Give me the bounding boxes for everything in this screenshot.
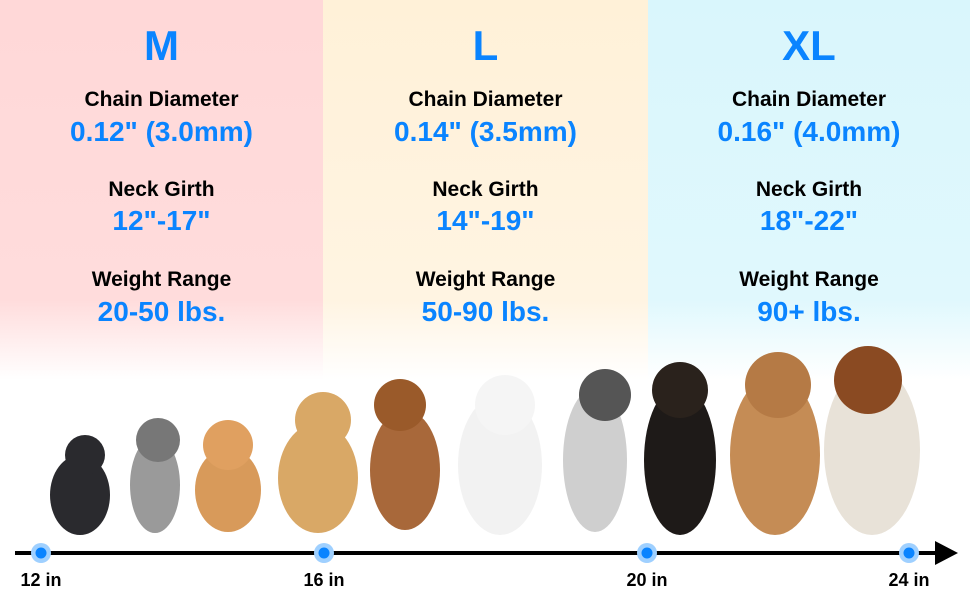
dog-rottweiler-icon [644,362,716,535]
axis-point-12 [31,543,51,563]
axis-tick-label: 12 in [20,570,62,590]
weight-value: 50-90 lbs. [421,296,550,327]
dog-cocker-spaniel-icon [278,392,358,533]
axis-arrow-icon [935,541,958,565]
axis-point-24 [899,543,919,563]
neck-label: Neck Girth [755,178,863,201]
axis-point-16 [314,543,334,563]
dog-french-bulldog-icon [50,435,110,535]
dog-husky-icon [563,369,631,532]
chain-value: 0.16" (4.0mm) [717,116,901,147]
chain-value: 0.14" (3.5mm) [394,116,577,147]
neck-label: Neck Girth [432,178,539,201]
weight-value: 20-50 lbs. [97,296,226,327]
chain-label: Chain Diameter [84,88,239,111]
chain-value: 0.12" (3.0mm) [70,116,253,147]
size-title: L [472,22,499,69]
dog-corgi-icon [195,420,261,532]
axis-tick-label: 16 in [303,570,345,590]
weight-label: Weight Range [91,268,232,291]
dog-beagle-icon [370,379,440,530]
axis-tick-label: 24 in [888,570,930,590]
dog-schnauzer-icon [130,418,180,533]
chain-label: Chain Diameter [408,88,563,111]
size-title: XL [782,22,836,69]
dog-lineup-image [50,346,920,535]
neck-value: 12"-17" [112,205,211,236]
axis-tick-label: 20 in [626,570,668,590]
neck-size-axis [15,541,958,565]
neck-value: 18"-22" [759,205,859,236]
dog-saint-bernard-icon [824,346,920,535]
weight-label: Weight Range [415,268,556,291]
weight-label: Weight Range [739,268,879,291]
dog-samoyed-icon [458,375,542,535]
axis-point-20 [637,543,657,563]
size-title: M [144,22,179,69]
neck-label: Neck Girth [108,178,215,201]
weight-value: 90+ lbs. [757,296,861,327]
chain-label: Chain Diameter [731,88,887,111]
dog-mastiff-icon [730,352,820,535]
neck-value: 14"-19" [436,205,535,236]
